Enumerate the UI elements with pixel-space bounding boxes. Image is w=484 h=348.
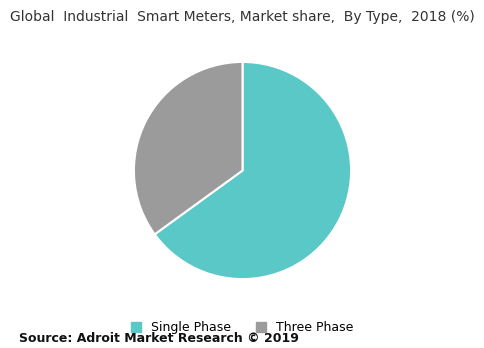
Text: Source: Adroit Market Research © 2019: Source: Adroit Market Research © 2019 bbox=[19, 332, 299, 345]
Wedge shape bbox=[134, 62, 242, 234]
Legend: Single Phase, Three Phase: Single Phase, Three Phase bbox=[127, 317, 357, 338]
Wedge shape bbox=[154, 62, 350, 279]
Title: Global  Industrial  Smart Meters, Market share,  By Type,  2018 (%): Global Industrial Smart Meters, Market s… bbox=[10, 10, 474, 24]
